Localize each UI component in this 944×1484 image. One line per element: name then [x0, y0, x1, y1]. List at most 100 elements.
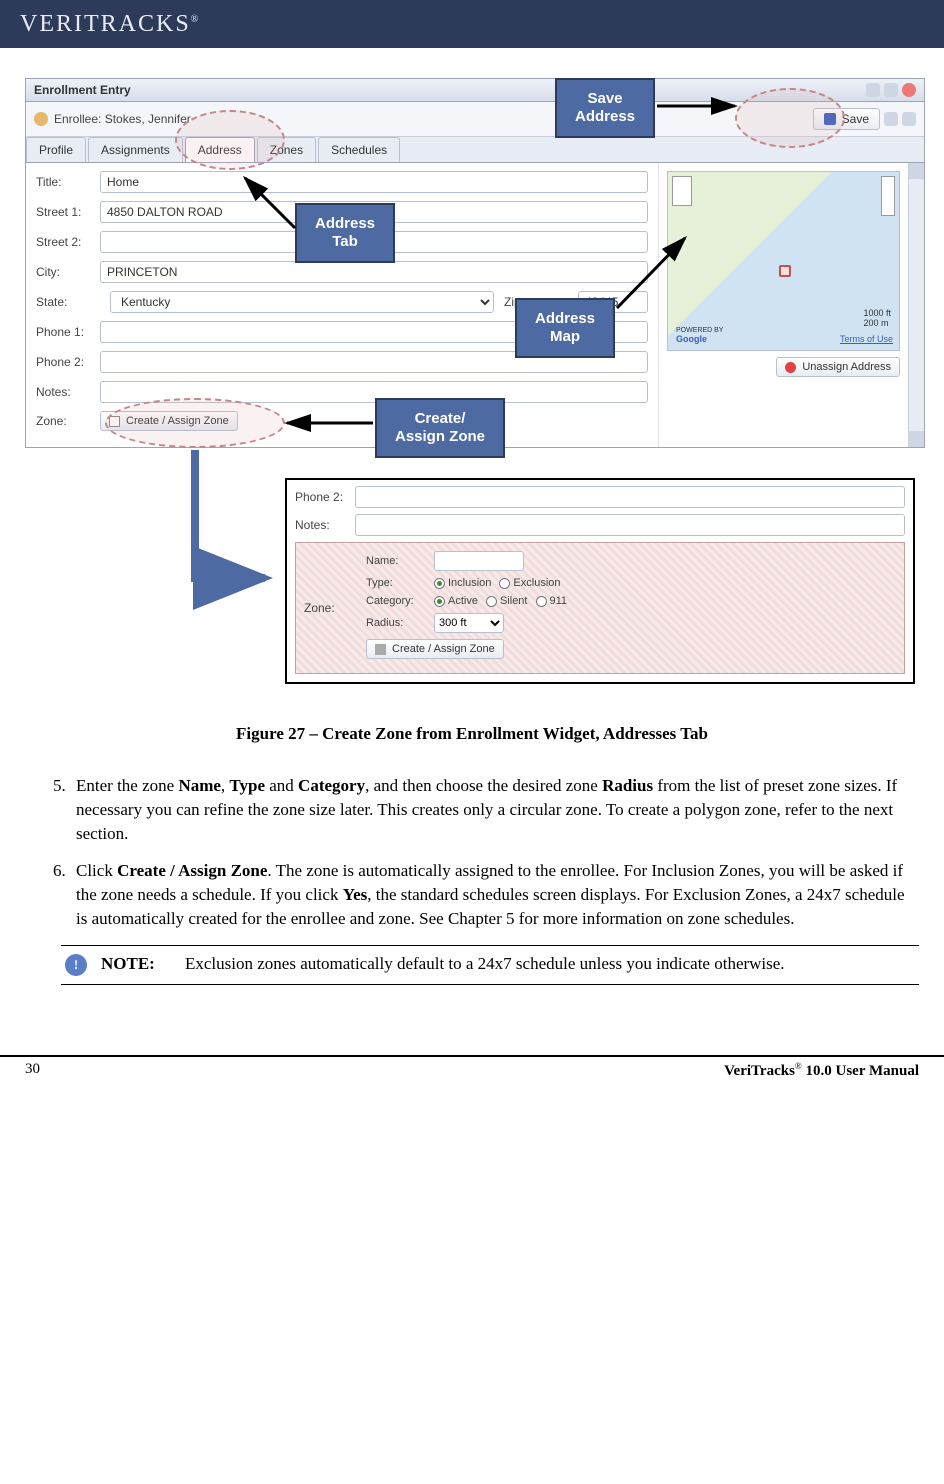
window-control-icons — [866, 83, 916, 97]
footer-manual-title: VeriTracks® 10.0 User Manual — [724, 1061, 919, 1080]
widget-titlebar: Enrollment Entry — [26, 79, 924, 102]
tab-address[interactable]: Address — [185, 137, 255, 162]
zp-type-label: Type: — [366, 577, 426, 589]
enrollee-row: Enrollee: Stokes, Jennifer Save — [26, 102, 924, 137]
zip-label: Zip: — [504, 295, 568, 309]
street2-input[interactable] — [100, 231, 648, 253]
note-label: NOTE: — [101, 954, 171, 976]
zone-info-subshot: Phone 2: Notes: Zone: Name: Type: Inclus… — [285, 478, 915, 684]
opt-inclusion: Inclusion — [448, 577, 491, 589]
zp-radius-label: Radius: — [366, 617, 426, 629]
title-input[interactable] — [100, 171, 648, 193]
state-label: State: — [36, 295, 100, 309]
sub-notes-input[interactable] — [355, 514, 905, 536]
max-icon[interactable] — [884, 83, 898, 97]
radio-inclusion[interactable] — [434, 578, 445, 589]
brand-logo: VERITRACKS® — [20, 11, 200, 38]
save-button-label: Save — [842, 112, 869, 126]
unassign-address-label: Unassign Address — [802, 361, 891, 373]
map-scale: 1000 ft200 m — [863, 308, 891, 328]
map-terms-link[interactable]: Terms of Use — [840, 334, 893, 344]
enrollment-widget: Enrollment Entry Enrollee: Stokes, Jenni… — [25, 78, 925, 448]
zone-panel: Zone: Name: Type: Inclusion Exclusion Ca… — [295, 542, 905, 674]
note-icon: ! — [65, 954, 87, 976]
checkbox-icon — [109, 416, 120, 427]
avatar-icon — [34, 112, 48, 126]
zone-label: Zone: — [36, 414, 100, 428]
map-column: 1000 ft200 m POWERED BY Google Terms of … — [658, 163, 908, 447]
note-text: Exclusion zones automatically default to… — [185, 954, 915, 976]
phone2-label: Phone 2: — [36, 355, 100, 369]
scroll-down-icon[interactable] — [909, 431, 924, 447]
state-select[interactable]: Kentucky — [110, 291, 494, 313]
brand-bar: VERITRACKS® — [0, 0, 944, 48]
page-content: Enrollment Entry Enrollee: Stokes, Jenni… — [0, 48, 944, 1055]
instruction-steps: Enter the zone Name, Type and Category, … — [25, 774, 919, 931]
address-map[interactable]: 1000 ft200 m POWERED BY Google Terms of … — [667, 171, 900, 351]
sub-phone2-input[interactable] — [355, 486, 905, 508]
disk-icon — [824, 113, 836, 125]
tab-assignments[interactable]: Assignments — [88, 137, 183, 162]
tab-bar: Profile Assignments Address Zones Schedu… — [26, 137, 924, 163]
radio-exclusion[interactable] — [499, 578, 510, 589]
minus-icon — [785, 362, 796, 373]
map-type-control[interactable] — [881, 176, 895, 216]
tab-profile[interactable]: Profile — [26, 137, 86, 162]
zip-input[interactable] — [578, 291, 648, 313]
zp-category-label: Category: — [366, 595, 426, 607]
title-label: Title: — [36, 175, 100, 189]
create-assign-zone-button[interactable]: Create / Assign Zone — [100, 411, 238, 431]
wand-icon — [375, 644, 386, 655]
scroll-up-icon[interactable] — [909, 163, 924, 179]
widget-body: Title: Street 1: Street 2: City: State: … — [26, 163, 924, 447]
step-5: Enter the zone Name, Type and Category, … — [70, 774, 919, 845]
phone1-label: Phone 1: — [36, 325, 100, 339]
zp-name-input[interactable] — [434, 551, 524, 571]
map-attribution: POWERED BY Google — [676, 324, 723, 344]
city-label: City: — [36, 265, 100, 279]
street1-input[interactable] — [100, 201, 648, 223]
map-zoom-control[interactable] — [672, 176, 692, 206]
footer-page-number: 30 — [25, 1061, 40, 1080]
enrollee-text: Enrollee: Stokes, Jennifer — [54, 112, 191, 126]
city-input[interactable] — [100, 261, 648, 283]
figure-caption: Figure 27 – Create Zone from Enrollment … — [25, 724, 919, 744]
page-footer: 30 VeriTracks® 10.0 User Manual — [0, 1055, 944, 1096]
opt-exclusion: Exclusion — [513, 577, 560, 589]
tab-schedules[interactable]: Schedules — [318, 137, 400, 162]
address-form: Title: Street 1: Street 2: City: State: … — [26, 163, 658, 447]
min-icon[interactable] — [866, 83, 880, 97]
zone-panel-label: Zone: — [296, 543, 356, 673]
opt-silent: Silent — [500, 595, 528, 607]
notes-label: Notes: — [36, 385, 100, 399]
street2-label: Street 2: — [36, 235, 100, 249]
toolbar-icon-2[interactable] — [902, 112, 916, 126]
notes-input[interactable] — [100, 381, 648, 403]
sub-phone2-label: Phone 2: — [295, 490, 355, 504]
note-block: ! NOTE: Exclusion zones automatically de… — [61, 945, 919, 985]
close-icon[interactable] — [902, 83, 916, 97]
step-6: Click Create / Assign Zone. The zone is … — [70, 859, 919, 930]
widget-title-text: Enrollment Entry — [34, 83, 131, 97]
sub-notes-label: Notes: — [295, 518, 355, 532]
save-button[interactable]: Save — [813, 108, 880, 130]
opt-911: 911 — [550, 595, 568, 607]
tab-zones[interactable]: Zones — [257, 137, 316, 162]
zp-create-assign-button[interactable]: Create / Assign Zone — [366, 639, 504, 659]
zp-name-label: Name: — [366, 555, 426, 567]
vertical-scrollbar[interactable] — [908, 163, 924, 447]
toolbar-icon-1[interactable] — [884, 112, 898, 126]
street1-label: Street 1: — [36, 205, 100, 219]
brand-name: VERITRACKS — [20, 11, 191, 37]
radio-active[interactable] — [434, 596, 445, 607]
brand-mark: ® — [191, 14, 201, 25]
radio-911[interactable] — [536, 596, 547, 607]
zp-create-assign-label: Create / Assign Zone — [392, 643, 495, 655]
phone1-input[interactable] — [100, 321, 648, 343]
zp-radius-select[interactable]: 300 ft — [434, 613, 504, 633]
unassign-address-button[interactable]: Unassign Address — [776, 357, 900, 377]
create-assign-zone-label: Create / Assign Zone — [126, 415, 229, 427]
phone2-input[interactable] — [100, 351, 648, 373]
map-marker-icon — [779, 265, 791, 277]
radio-silent[interactable] — [486, 596, 497, 607]
